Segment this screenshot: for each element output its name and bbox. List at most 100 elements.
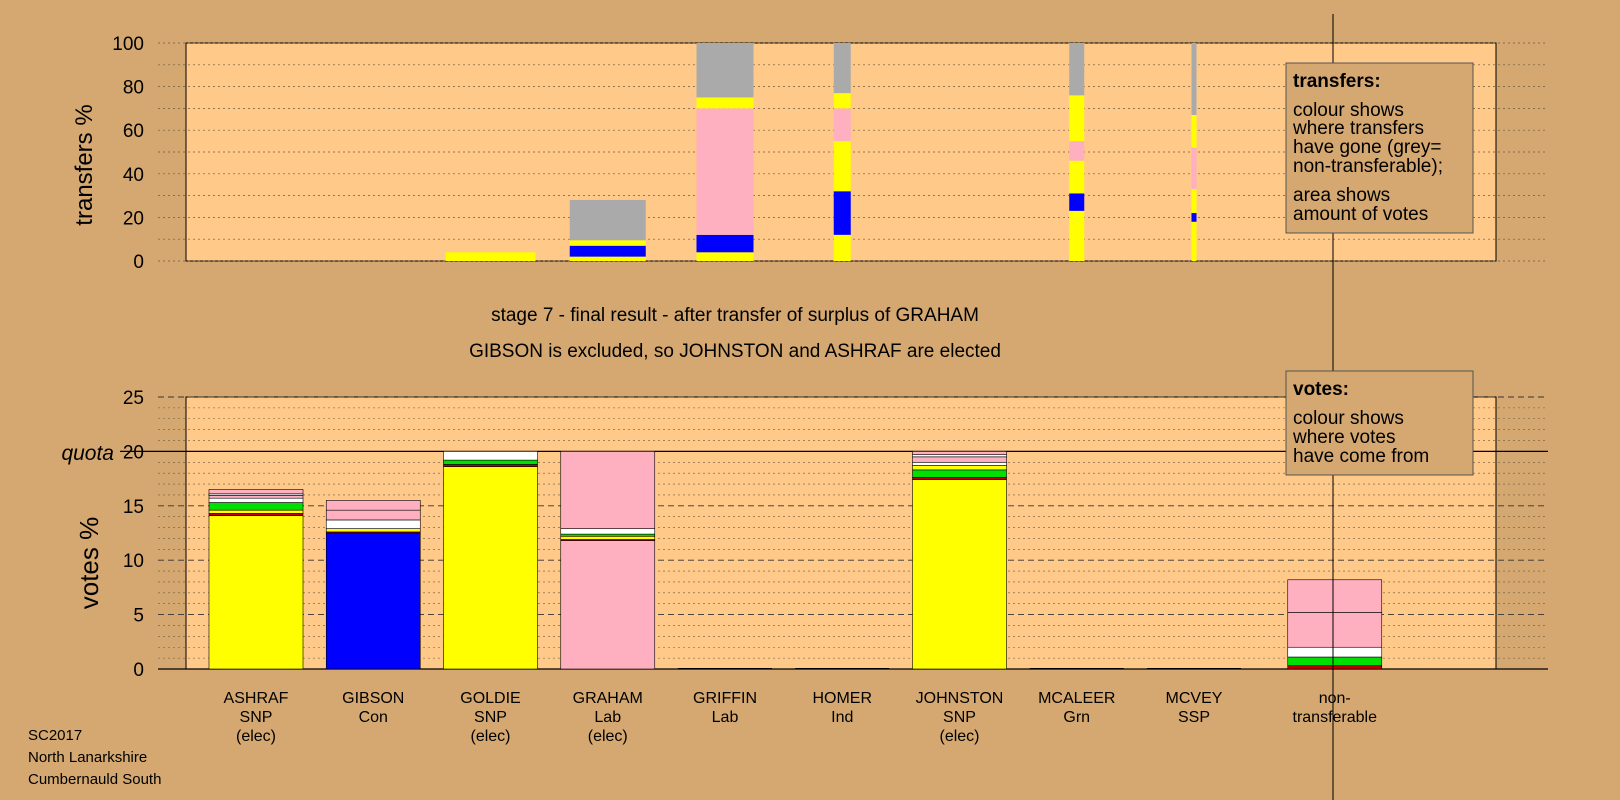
candidate-status-label: (elec) bbox=[939, 728, 979, 745]
votes-bar-segment bbox=[1287, 646, 1383, 658]
transfers-bar-segment bbox=[445, 252, 536, 261]
candidate-status-label: (elec) bbox=[236, 728, 276, 745]
transfers-y-tick-label: 100 bbox=[112, 34, 144, 55]
transfers-bar-segment bbox=[833, 108, 851, 142]
votes-legend-box bbox=[1285, 370, 1474, 476]
transfers-bar-segment bbox=[1191, 43, 1197, 115]
votes-bar-segment bbox=[1287, 656, 1383, 667]
votes-bar-segment bbox=[325, 528, 421, 533]
candidate-name-label: MCVEY bbox=[1166, 690, 1223, 707]
candidate-name-label: ASHRAF bbox=[224, 690, 289, 707]
transfers-y-ticks: 0 20 40 60 80 100 bbox=[112, 34, 144, 273]
votes-bar-segment bbox=[325, 509, 421, 521]
transfers-bar-segment bbox=[1191, 189, 1197, 214]
transfers-legend-box bbox=[1285, 62, 1474, 234]
candidate-party-label: SNP bbox=[240, 709, 273, 726]
candidate-status-label: (elec) bbox=[588, 728, 628, 745]
votes-bar-segment bbox=[912, 469, 1007, 478]
votes-bar-segment bbox=[208, 515, 304, 670]
transfers-bar-segment bbox=[1191, 114, 1197, 148]
transfers-bar-segment bbox=[833, 191, 851, 235]
candidate-party-label: transferable bbox=[1293, 709, 1378, 726]
transfers-bar-segment bbox=[696, 97, 754, 109]
votes-bar-segment bbox=[208, 502, 304, 511]
transfers-bar-segment bbox=[1069, 210, 1085, 261]
transfers-y-axis-label: transfers % bbox=[71, 104, 98, 225]
votes-legend-line: where votes bbox=[1292, 427, 1395, 448]
candidate-name-label: GIBSON bbox=[342, 690, 404, 707]
transfers-bar-segment bbox=[833, 93, 851, 109]
transfers-legend-line: where transfers bbox=[1292, 118, 1424, 139]
stage-caption-line2: GIBSON is excluded, so JOHNSTON and ASHR… bbox=[469, 341, 1001, 362]
candidate-name-label: GOLDIE bbox=[460, 690, 520, 707]
transfers-bar-segment bbox=[696, 252, 754, 261]
candidate-name-label: GRAHAM bbox=[573, 690, 643, 707]
votes-bar-segment bbox=[325, 500, 421, 511]
votes-bar-segment bbox=[443, 459, 538, 465]
votes-bar-segment bbox=[325, 532, 421, 670]
footer-election: SC2017 bbox=[28, 727, 82, 744]
transfers-bar-segment bbox=[696, 108, 754, 235]
transfers-y-tick-label: 20 bbox=[123, 208, 144, 229]
transfers-bar-segment bbox=[696, 234, 754, 253]
votes-bar-segment bbox=[912, 456, 1007, 463]
candidate-party-label: SSP bbox=[1178, 709, 1210, 726]
votes-bar-segment bbox=[560, 533, 656, 537]
candidate-party-label: Con bbox=[359, 709, 388, 726]
candidate-status-label: (elec) bbox=[470, 728, 510, 745]
transfers-bar-segment bbox=[1069, 160, 1085, 194]
candidate-party-label: SNP bbox=[474, 709, 507, 726]
votes-bar-segment bbox=[1287, 612, 1383, 648]
candidate-name-label: GRIFFIN bbox=[693, 690, 757, 707]
candidate-labels: ASHRAF SNP (elec) GIBSON Con GOLDIE SNP (elec) G… bbox=[224, 690, 1378, 745]
votes-y-tick-label: 5 bbox=[133, 606, 144, 627]
votes-bar-empty bbox=[678, 668, 772, 669]
transfers-bar-segment bbox=[569, 245, 646, 257]
votes-y-tick-label: 0 bbox=[133, 660, 144, 681]
votes-y-ticks: 0 5 10 15 20 25 bbox=[123, 388, 144, 681]
candidate-name-label: MCALEER bbox=[1038, 690, 1115, 707]
transfers-legend: transfers: colour shows where transfers … bbox=[1285, 62, 1474, 234]
candidate-party-label: Lab bbox=[594, 709, 621, 726]
votes-bar-segment bbox=[1287, 665, 1383, 670]
candidate-party-label: Grn bbox=[1063, 709, 1090, 726]
transfers-legend-line: amount of votes bbox=[1293, 204, 1428, 225]
votes-legend-line: colour shows bbox=[1293, 408, 1404, 429]
votes-bar-segment bbox=[443, 464, 538, 467]
votes-y-tick-label: 20 bbox=[123, 442, 144, 463]
votes-bar-segment bbox=[560, 451, 656, 529]
transfers-bar-segment bbox=[833, 234, 851, 261]
transfers-bar-segment bbox=[569, 256, 646, 261]
transfers-bar-segment bbox=[1191, 213, 1197, 222]
votes-bar-segment bbox=[912, 477, 1007, 480]
votes-bars bbox=[208, 451, 1383, 670]
votes-bar-segment bbox=[912, 451, 1007, 455]
stage-caption-line1: stage 7 - final result - after transfer … bbox=[491, 305, 979, 326]
transfers-bar-segment bbox=[1069, 193, 1085, 211]
footer-council: North Lanarkshire bbox=[28, 749, 147, 766]
votes-bar-segment bbox=[560, 540, 656, 670]
transfers-legend-line: area shows bbox=[1293, 185, 1390, 206]
votes-bar-segment bbox=[1287, 579, 1383, 613]
transfers-bar-segment bbox=[833, 141, 851, 192]
transfers-y-tick-label: 60 bbox=[123, 121, 144, 142]
votes-bar-segment bbox=[912, 454, 1007, 458]
votes-legend: votes: colour shows where votes have com… bbox=[1285, 370, 1474, 476]
votes-bar-segment bbox=[443, 466, 538, 670]
votes-bar-empty bbox=[795, 668, 890, 669]
transfers-legend-line: colour shows bbox=[1293, 100, 1404, 121]
votes-bar-empty bbox=[1029, 668, 1124, 669]
candidate-name-label: non- bbox=[1319, 690, 1351, 707]
quota-label: quota bbox=[61, 442, 114, 465]
transfers-bar-segment bbox=[569, 199, 646, 241]
votes-y-tick-label: 10 bbox=[123, 551, 144, 572]
votes-y-tick-label: 15 bbox=[123, 497, 144, 518]
transfers-y-tick-label: 40 bbox=[123, 165, 144, 186]
transfers-bar-segment bbox=[1191, 221, 1197, 261]
transfers-bar-segment bbox=[696, 43, 754, 98]
votes-bar-segment bbox=[208, 509, 304, 514]
transfers-bar-segment bbox=[1069, 95, 1085, 142]
transfers-bar-segment bbox=[1069, 141, 1085, 161]
transfers-y-tick-label: 80 bbox=[123, 78, 144, 99]
